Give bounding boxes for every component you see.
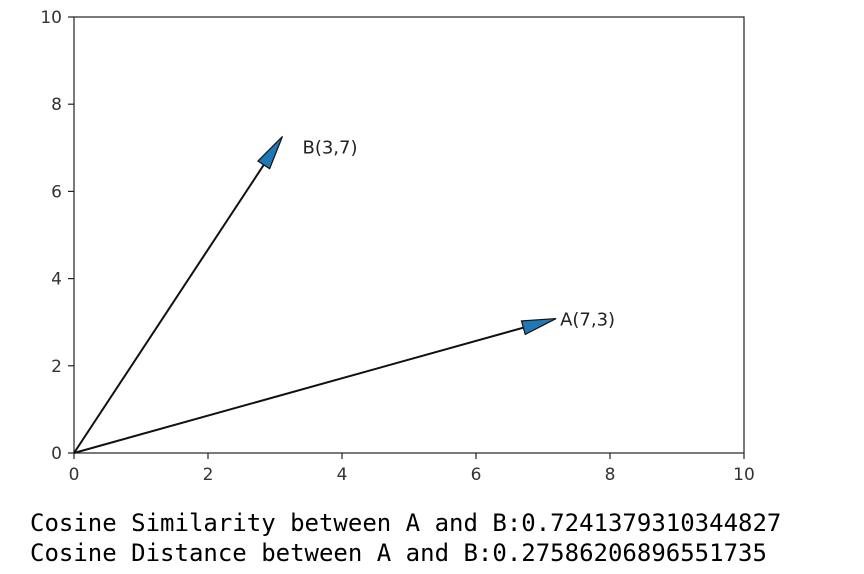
vector-a-arrowhead [520, 317, 557, 336]
vector-a-shaft [73, 326, 524, 454]
y-tick-label: 8 [51, 95, 62, 115]
vector-b-label: B(3,7) [302, 137, 357, 158]
y-tick-label: 6 [51, 182, 62, 202]
y-tick-label: 2 [51, 357, 62, 377]
y-tick-label: 0 [51, 444, 62, 464]
x-tick-label: 6 [471, 465, 482, 485]
vector-b-arrowhead [256, 136, 284, 170]
x-axis-ticks: 0 2 4 6 8 10 [69, 453, 755, 485]
vector-a-label: A(7,3) [560, 310, 615, 331]
y-tick-label: 10 [40, 8, 62, 28]
x-tick-label: 10 [733, 465, 755, 485]
cosine-similarity-output: Cosine Similarity between A and B:0.7241… [30, 509, 782, 537]
vector-b-shaft [73, 164, 265, 454]
cosine-distance-output: Cosine Distance between A and B:0.275862… [30, 539, 767, 567]
vector-chart: 0 2 4 6 8 10 0 2 4 6 8 10 A(7,3) B(3,7) [40, 8, 755, 485]
x-tick-label: 8 [605, 465, 616, 485]
x-tick-label: 4 [337, 465, 348, 485]
plot-area [73, 16, 745, 454]
x-tick-label: 2 [203, 465, 214, 485]
y-axis-ticks: 0 2 4 6 8 10 [40, 8, 74, 464]
x-tick-label: 0 [69, 465, 80, 485]
vectors: A(7,3) B(3,7) [73, 136, 615, 454]
y-tick-label: 4 [51, 270, 62, 290]
